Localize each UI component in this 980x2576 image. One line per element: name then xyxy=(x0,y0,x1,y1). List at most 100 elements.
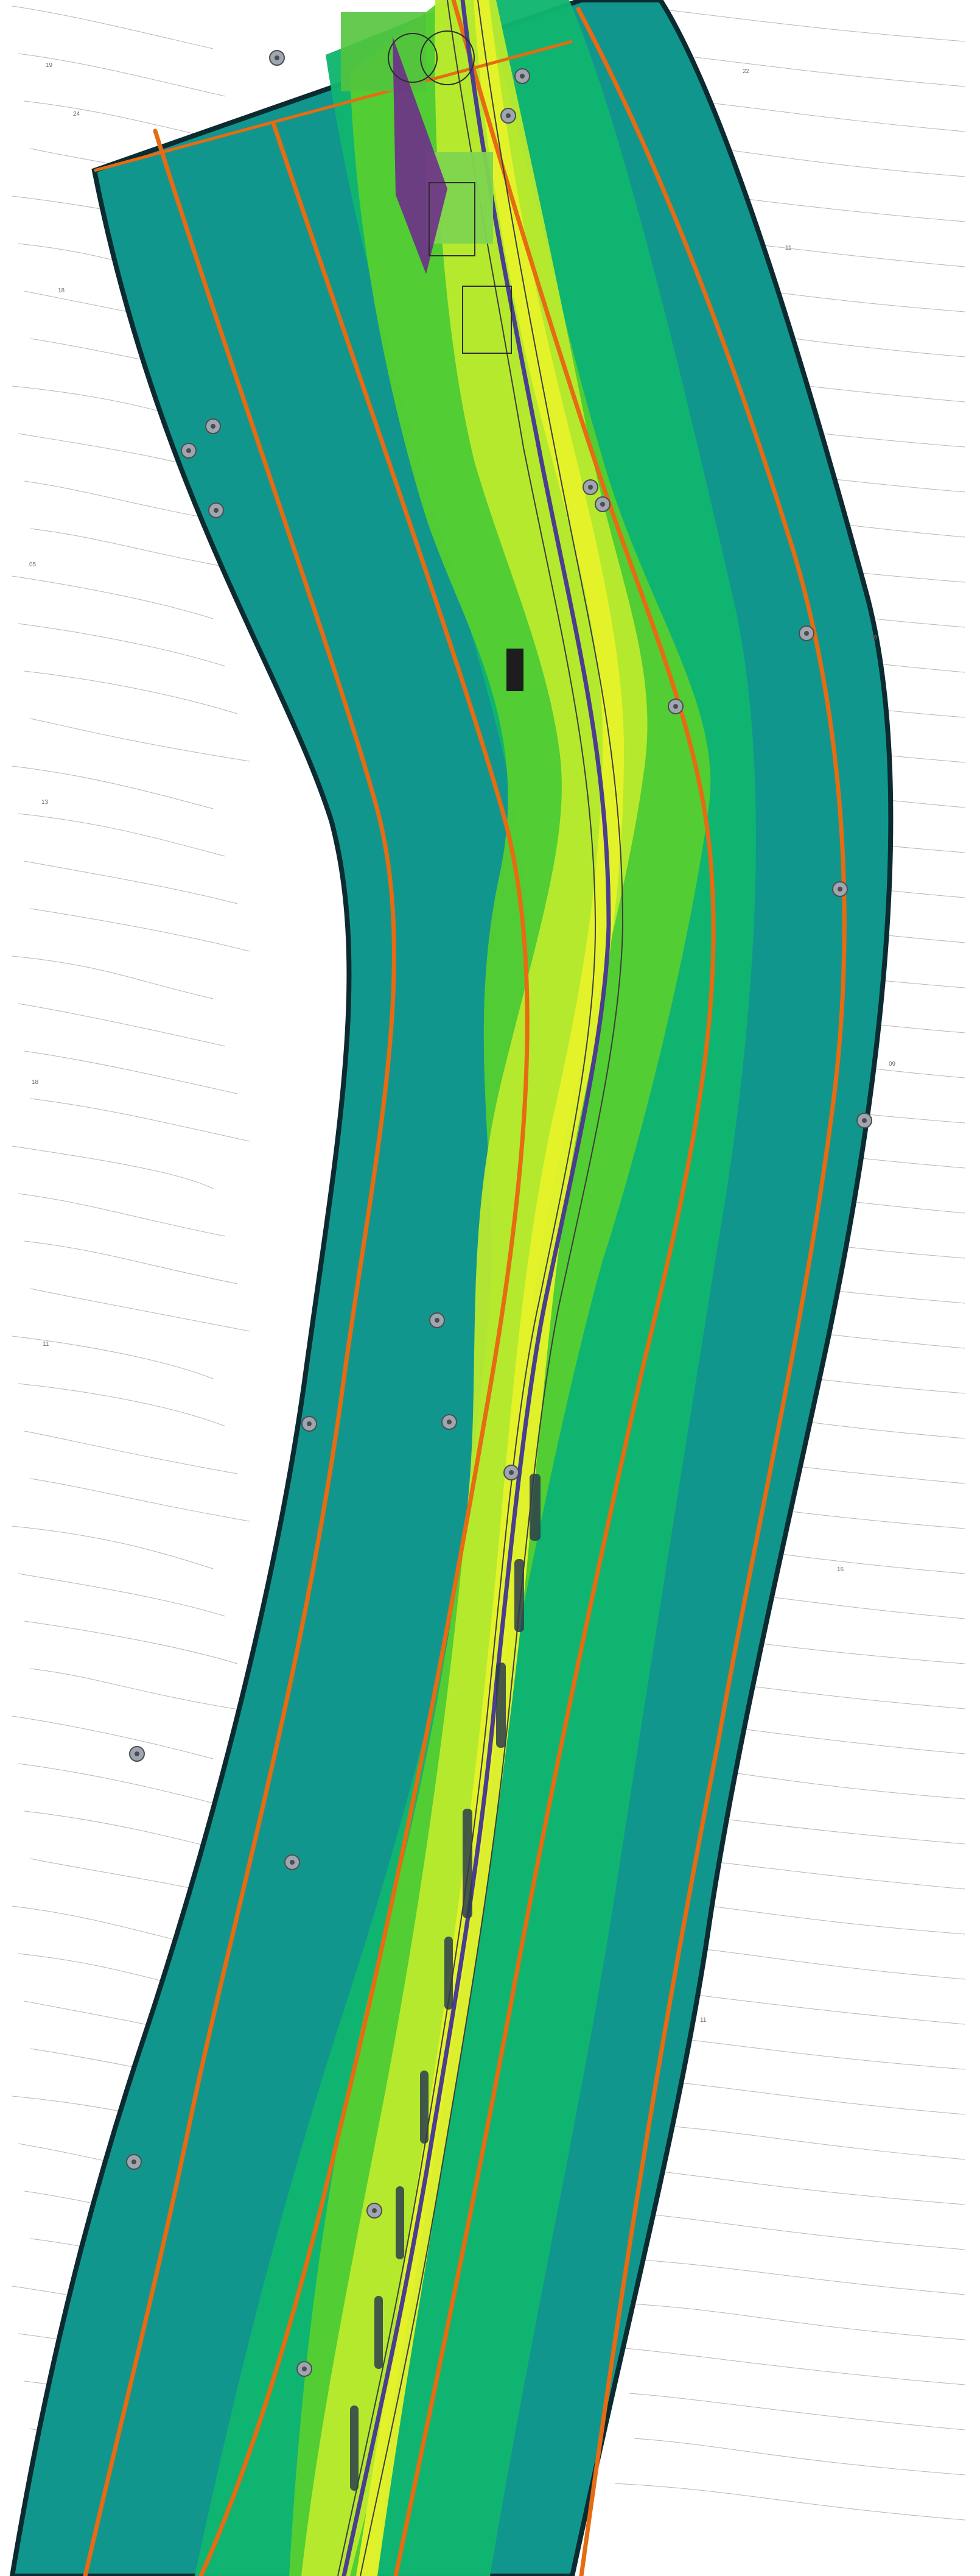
left-contour-line xyxy=(18,1763,226,1807)
marker-center-18 xyxy=(135,1751,139,1756)
central-segment-3 xyxy=(496,1663,506,1748)
left-contour-line xyxy=(12,765,214,809)
map-label-2: 24 xyxy=(73,111,80,118)
marker-center-7 xyxy=(588,485,593,490)
central-segment-8 xyxy=(374,2296,383,2369)
guide-left-outer xyxy=(83,128,396,2576)
right-contour-line xyxy=(629,2393,965,2430)
structure-line-left xyxy=(337,0,597,2576)
map-label-9: 11 xyxy=(785,245,792,252)
map-labels: 19 24 18 05 13 18 11 22 11 09 09 16 11 xyxy=(29,62,896,2024)
marker-center-10 xyxy=(804,631,809,636)
central-segment-9 xyxy=(350,2405,359,2491)
structure-line-right xyxy=(360,0,624,2576)
orange-guides xyxy=(83,0,847,2576)
top-roundabout xyxy=(388,33,438,83)
left-contour-line xyxy=(30,1288,250,1332)
central-segment-2 xyxy=(514,1559,524,1632)
top-green-area-left xyxy=(341,12,426,91)
left-contour-line xyxy=(30,1668,250,1712)
marker-center-16 xyxy=(509,1470,514,1475)
road-centerline xyxy=(341,0,611,2576)
marker-center-4 xyxy=(211,424,215,429)
left-contour-line xyxy=(12,1526,214,1569)
marker-center-19 xyxy=(131,2159,136,2164)
left-contour-line xyxy=(12,1145,214,1189)
corridor-core-band xyxy=(301,0,648,2576)
marker-center-6 xyxy=(214,508,219,513)
top-building-outline-2 xyxy=(462,286,512,354)
left-contour-line xyxy=(12,1336,214,1379)
right-contour-line xyxy=(614,2258,965,2295)
marker-center-11 xyxy=(862,1118,867,1123)
left-contour-line xyxy=(30,1478,250,1522)
left-contour-line xyxy=(30,908,250,952)
left-contour-line xyxy=(24,1050,238,1094)
left-contour-line xyxy=(18,1383,226,1427)
corridor-structures xyxy=(337,0,624,2576)
marker-center-5 xyxy=(186,448,191,453)
left-contour-line xyxy=(12,955,214,999)
left-contour-line xyxy=(12,5,214,49)
map-label-10: 09 xyxy=(870,635,878,641)
top-boundary-line xyxy=(94,40,573,172)
top-building-outline-1 xyxy=(429,182,475,256)
map-label-8: 22 xyxy=(743,68,750,75)
marker-center-21 xyxy=(302,2367,307,2371)
guide-right-outer xyxy=(576,7,847,2576)
left-contour-line xyxy=(18,1003,226,1047)
central-segment-4 xyxy=(463,1809,472,1918)
left-contour-line xyxy=(18,53,226,97)
left-contour-line xyxy=(24,1240,238,1284)
right-contour-line xyxy=(624,2348,965,2385)
map-label-12: 16 xyxy=(837,1566,844,1573)
left-contour-line xyxy=(30,718,250,762)
map-label-3: 18 xyxy=(58,287,65,294)
marker-center-12 xyxy=(838,887,842,892)
right-contour-line xyxy=(614,2483,965,2521)
marker-center-1 xyxy=(275,55,279,60)
left-contour-line xyxy=(12,1716,214,1759)
marker-center-9 xyxy=(673,704,678,709)
left-contour-line xyxy=(24,1431,238,1474)
central-segment-6 xyxy=(420,2071,429,2144)
map-label-4: 05 xyxy=(29,561,37,568)
left-contour-line xyxy=(30,528,250,572)
left-contour-line xyxy=(30,1098,250,1142)
top-infrastructure xyxy=(341,12,523,691)
corridor-markers xyxy=(126,50,872,2377)
top-roundabout-outer xyxy=(420,30,475,85)
marker-center-15 xyxy=(447,1420,452,1424)
left-contour-line xyxy=(18,1193,226,1237)
midfield-black-block xyxy=(506,649,523,691)
central-segment-7 xyxy=(396,2186,404,2259)
marker-center-14 xyxy=(307,1421,312,1426)
top-purple-strip xyxy=(393,37,447,274)
central-segment-5 xyxy=(444,1937,453,2010)
map-label-11: 09 xyxy=(889,1061,896,1068)
left-contour-line xyxy=(18,813,226,857)
left-contour-line xyxy=(24,1621,238,1664)
marker-center-13 xyxy=(435,1318,439,1323)
marker-center-2 xyxy=(520,74,525,79)
marker-center-17 xyxy=(290,1860,295,1865)
right-contour-line xyxy=(634,2212,965,2250)
map-label-1: 19 xyxy=(46,62,53,69)
central-segments xyxy=(350,1474,541,2491)
right-contour-line xyxy=(619,2303,965,2340)
map-label-7: 11 xyxy=(43,1341,49,1348)
left-contour-line xyxy=(24,670,238,714)
left-contour-line xyxy=(18,1573,226,1617)
central-segment-1 xyxy=(530,1474,541,1541)
map-label-13: 11 xyxy=(700,2017,707,2024)
guide-right-inner xyxy=(393,0,716,2576)
marker-center-8 xyxy=(600,502,605,507)
left-contour-line xyxy=(24,860,238,904)
map-label-6: 18 xyxy=(32,1079,39,1086)
right-contour-line xyxy=(634,2438,965,2476)
marker-center-3 xyxy=(506,113,511,118)
marker-center-20 xyxy=(372,2208,377,2213)
left-contour-line xyxy=(12,575,214,619)
